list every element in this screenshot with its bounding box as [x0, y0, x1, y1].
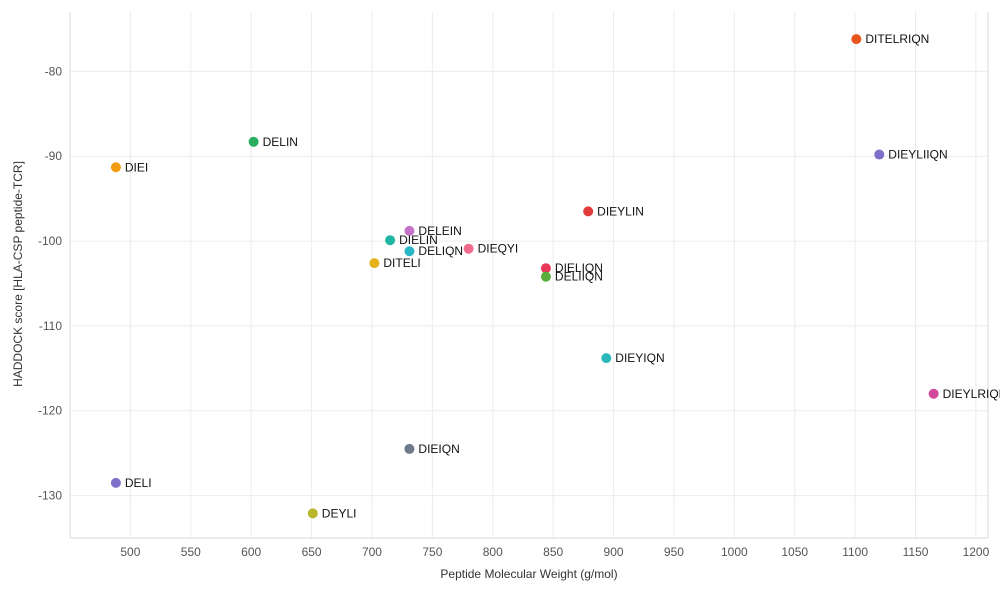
point-label: DELIIQN [555, 270, 603, 284]
scatter-point[interactable] [463, 243, 474, 254]
y-tick-label: -120 [38, 404, 62, 418]
x-tick-label: 800 [483, 545, 503, 559]
x-tick-label: 950 [664, 545, 684, 559]
scatter-point[interactable] [404, 443, 415, 454]
scatter-point[interactable] [851, 34, 862, 45]
point-label: DEYLI [322, 506, 357, 520]
y-tick-label: -100 [38, 234, 62, 248]
scatter-point[interactable] [385, 235, 396, 246]
scatter-point[interactable] [601, 353, 612, 364]
x-tick-label: 750 [422, 545, 442, 559]
x-tick-label: 500 [120, 545, 140, 559]
scatter-point[interactable] [540, 263, 551, 274]
axis-layer: 500 550 600 650 700 750 800 850 900 950 1000 1050 11… [38, 12, 990, 559]
x-tick-label: 700 [362, 545, 382, 559]
scatter-point[interactable] [540, 271, 551, 282]
x-tick-label: 1050 [781, 545, 808, 559]
scatter-point[interactable] [874, 149, 885, 160]
x-tick-label: 1100 [842, 545, 868, 559]
scatter-point[interactable] [404, 225, 415, 236]
scatter-point[interactable] [110, 162, 121, 173]
point-label: DELI [125, 476, 152, 490]
x-tick-label: 1150 [903, 545, 929, 559]
y-tick-label: -80 [45, 64, 63, 78]
x-tick-label: 550 [181, 545, 201, 559]
point-label: DIELIN [399, 233, 438, 247]
scatter-point[interactable] [110, 477, 121, 488]
x-tick-label: 900 [604, 545, 624, 559]
scatter-point[interactable] [248, 136, 259, 147]
y-axis-title: HADDOCK score [HLA-CSP peptide-TCR] [11, 161, 25, 387]
x-axis-title: Peptide Molecular Weight (g/mol) [440, 567, 617, 581]
point-label: DELIQN [418, 244, 463, 258]
scatter-point[interactable] [404, 246, 415, 257]
y-tick-label: -130 [38, 489, 62, 503]
point-label: DIEI [125, 160, 148, 174]
point-label: DELIN [263, 135, 298, 149]
point-label: DITELI [383, 256, 420, 270]
scatter-point[interactable] [583, 206, 594, 217]
point-label: DITELRIQN [865, 32, 929, 46]
x-tick-label: 850 [543, 545, 563, 559]
x-tick-label: 600 [241, 545, 261, 559]
x-tick-label: 650 [302, 545, 322, 559]
point-label: DIEYLRIQN [943, 387, 1000, 401]
point-label: DIEYLIN [597, 204, 644, 218]
point-label: DIEQYI [478, 242, 519, 256]
point-layer: DITELRIQN DELIN DIEYLIIQN DIEI DIEYLIN DELEIN… [110, 32, 1000, 520]
scatter-point[interactable] [369, 258, 380, 269]
grid-layer [70, 12, 988, 538]
point-label: DIELIQN [555, 261, 603, 275]
scatter-point[interactable] [928, 388, 939, 399]
scatter-point[interactable] [307, 508, 318, 519]
point-label: DIEYIQN [615, 351, 664, 365]
x-tick-label: 1000 [721, 545, 748, 559]
point-label: DIEIQN [418, 442, 459, 456]
point-label: DELEIN [418, 224, 461, 238]
x-tick-label: 1200 [963, 545, 990, 559]
y-tick-label: -90 [45, 149, 63, 163]
point-label: DIEYLIIQN [888, 148, 947, 162]
y-tick-label: -110 [39, 319, 62, 333]
